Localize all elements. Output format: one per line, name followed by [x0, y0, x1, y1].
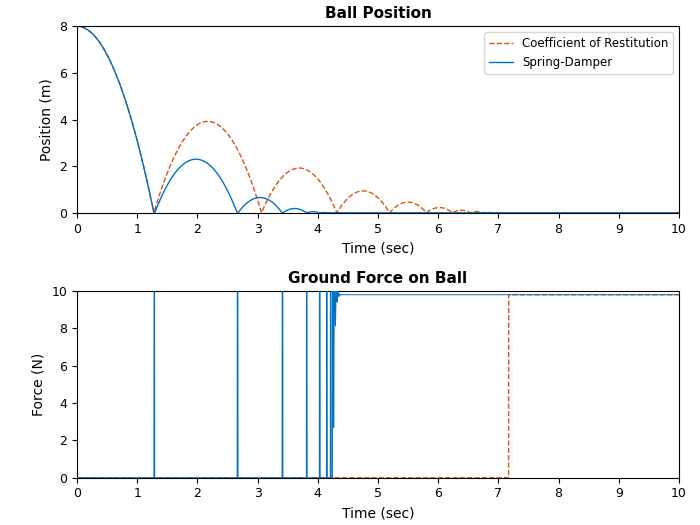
Coefficient of Restitution: [488, 209, 496, 216]
X-axis label: Time (sec): Time (sec): [342, 506, 414, 520]
X-axis label: Time (sec): Time (sec): [342, 241, 414, 255]
Spring-Damper: [480, 209, 489, 216]
Spring-Damper: [190, 156, 199, 162]
Title: Ball Position: Ball Position: [325, 6, 431, 21]
Spring-Damper: [134, 143, 143, 150]
Line: Spring-Damper: Spring-Damper: [77, 26, 679, 213]
Coefficient of Restitution: [480, 209, 489, 216]
Line: Coefficient of Restitution: Coefficient of Restitution: [77, 26, 679, 213]
Spring-Damper: [73, 23, 81, 29]
Y-axis label: Force (N): Force (N): [32, 353, 46, 416]
Spring-Damper: [73, 209, 81, 216]
Coefficient of Restitution: [675, 209, 683, 216]
Coefficient of Restitution: [424, 208, 433, 214]
Spring-Damper: [488, 209, 496, 216]
Coefficient of Restitution: [73, 23, 81, 29]
Spring-Damper: [424, 209, 433, 216]
Spring-Damper: [646, 209, 654, 216]
Coefficient of Restitution: [134, 143, 143, 150]
Legend: Coefficient of Restitution, Spring-Damper: Coefficient of Restitution, Spring-Dampe…: [484, 32, 673, 74]
Spring-Damper: [675, 209, 683, 216]
Y-axis label: Position (m): Position (m): [40, 78, 54, 161]
Title: Ground Force on Ball: Ground Force on Ball: [288, 271, 468, 286]
Coefficient of Restitution: [646, 209, 654, 216]
Coefficient of Restitution: [73, 209, 81, 216]
Coefficient of Restitution: [190, 123, 199, 130]
